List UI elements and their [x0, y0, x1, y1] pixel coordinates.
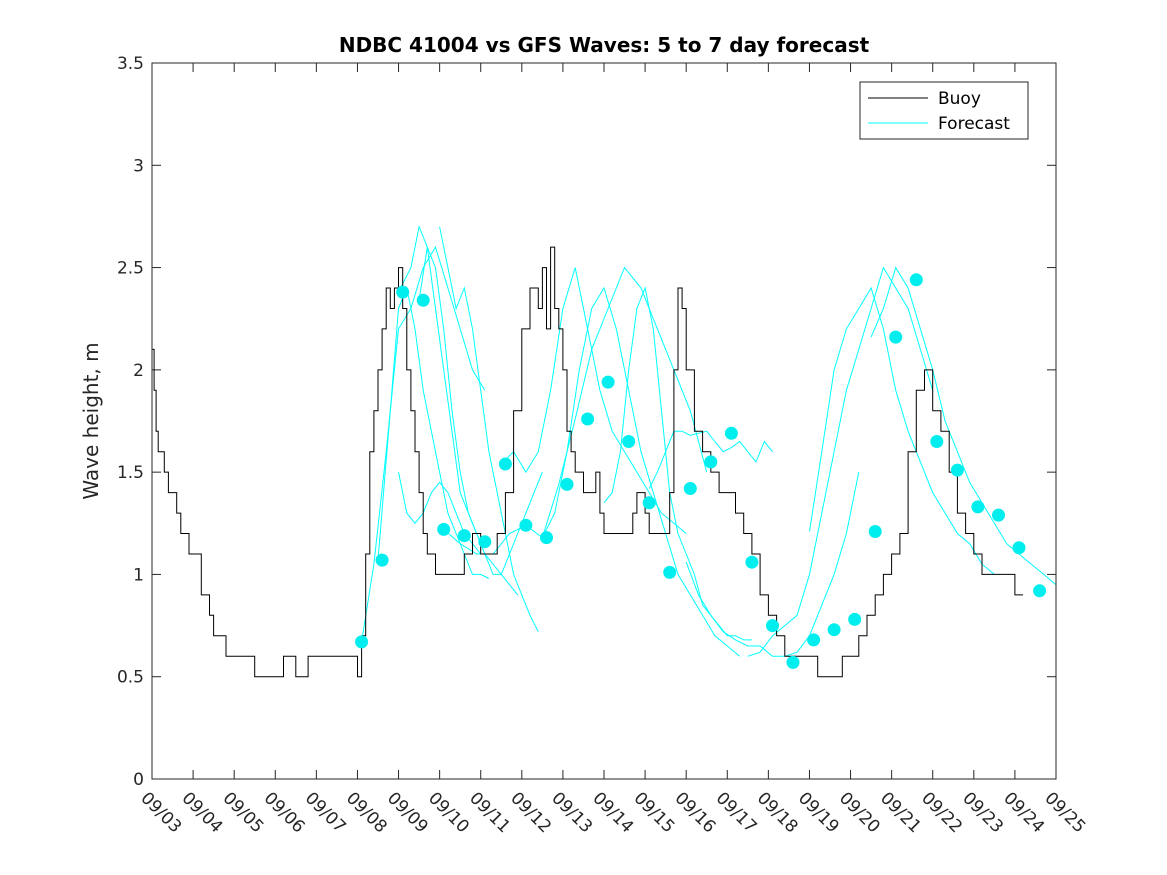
- forecast-line: [603, 286, 752, 641]
- forecast-marker: [1033, 584, 1047, 598]
- forecast-line: [377, 286, 490, 579]
- forecast-marker: [601, 375, 615, 389]
- y-tick-label: 0.5: [117, 668, 144, 688]
- forecast-marker: [807, 633, 821, 647]
- forecast-marker: [766, 619, 779, 633]
- y-tick-label: 3: [133, 156, 144, 176]
- forecast-marker: [786, 655, 800, 669]
- y-tick-label: 1.5: [117, 463, 144, 483]
- forecast-marker: [704, 455, 718, 469]
- forecast-marker: [950, 463, 964, 477]
- forecast-line: [398, 224, 519, 596]
- forecast-marker: [642, 496, 656, 510]
- forecast-marker: [827, 623, 841, 637]
- forecast-line: [541, 286, 740, 657]
- forecast-marker: [909, 273, 923, 287]
- legend-box: [859, 81, 1029, 140]
- forecast-marker: [663, 565, 677, 579]
- y-tick-label: 0: [133, 770, 144, 790]
- forecast-marker: [745, 555, 759, 569]
- forecast-marker: [889, 330, 903, 344]
- forecast-line: [439, 226, 539, 632]
- forecast-marker: [1012, 541, 1026, 555]
- y-axis: 0 0.5 1 1.5 2 2.5 3 3.5: [117, 54, 1056, 790]
- forecast-line: [870, 266, 1057, 586]
- forecast-marker: [519, 518, 533, 532]
- legend-label-buoy: Buoy: [938, 89, 981, 109]
- forecast-line: [648, 430, 773, 489]
- forecast-marker: [396, 285, 410, 299]
- forecast-marker: [971, 500, 985, 514]
- forecast-marker: [355, 635, 369, 649]
- forecast-marker: [498, 457, 512, 471]
- forecast-marker: [848, 612, 862, 626]
- forecast-marker: [581, 412, 595, 426]
- buoy-series-group: [152, 246, 1024, 678]
- y-tick-label: 2.5: [117, 259, 144, 279]
- forecast-marker: [683, 482, 697, 495]
- forecast-markers-group: [355, 273, 1047, 669]
- y-axis-label: Wave height, m: [79, 342, 103, 499]
- plot-frame: [151, 62, 1057, 780]
- buoy-line: [152, 246, 1024, 678]
- y-tick-label: 2: [133, 361, 144, 381]
- forecast-marker: [437, 522, 451, 536]
- forecast-marker: [622, 435, 636, 448]
- forecast-marker: [560, 477, 574, 491]
- forecast-line: [809, 286, 995, 575]
- forecast-marker: [478, 535, 492, 549]
- forecast-marker: [457, 529, 471, 543]
- forecast-marker: [868, 525, 882, 538]
- legend: Buoy Forecast: [859, 81, 1029, 140]
- chart-title: NDBC 41004 vs GFS Waves: 5 to 7 day fore…: [339, 33, 870, 57]
- plot-area: [152, 63, 1056, 779]
- y-tick-label: 3.5: [117, 54, 144, 74]
- y-tick-label: 1: [133, 565, 144, 585]
- forecast-marker: [540, 531, 553, 545]
- forecast-marker: [724, 426, 738, 440]
- forecast-marker: [992, 508, 1005, 522]
- forecast-marker: [375, 553, 389, 567]
- forecast-marker: [930, 435, 944, 448]
- forecast-line: [361, 245, 486, 642]
- forecast-series-group: [361, 224, 1057, 657]
- legend-label-forecast: Forecast: [938, 114, 1010, 134]
- forecast-line: [747, 266, 934, 657]
- forecast-line: [685, 472, 860, 657]
- forecast-marker: [416, 293, 430, 307]
